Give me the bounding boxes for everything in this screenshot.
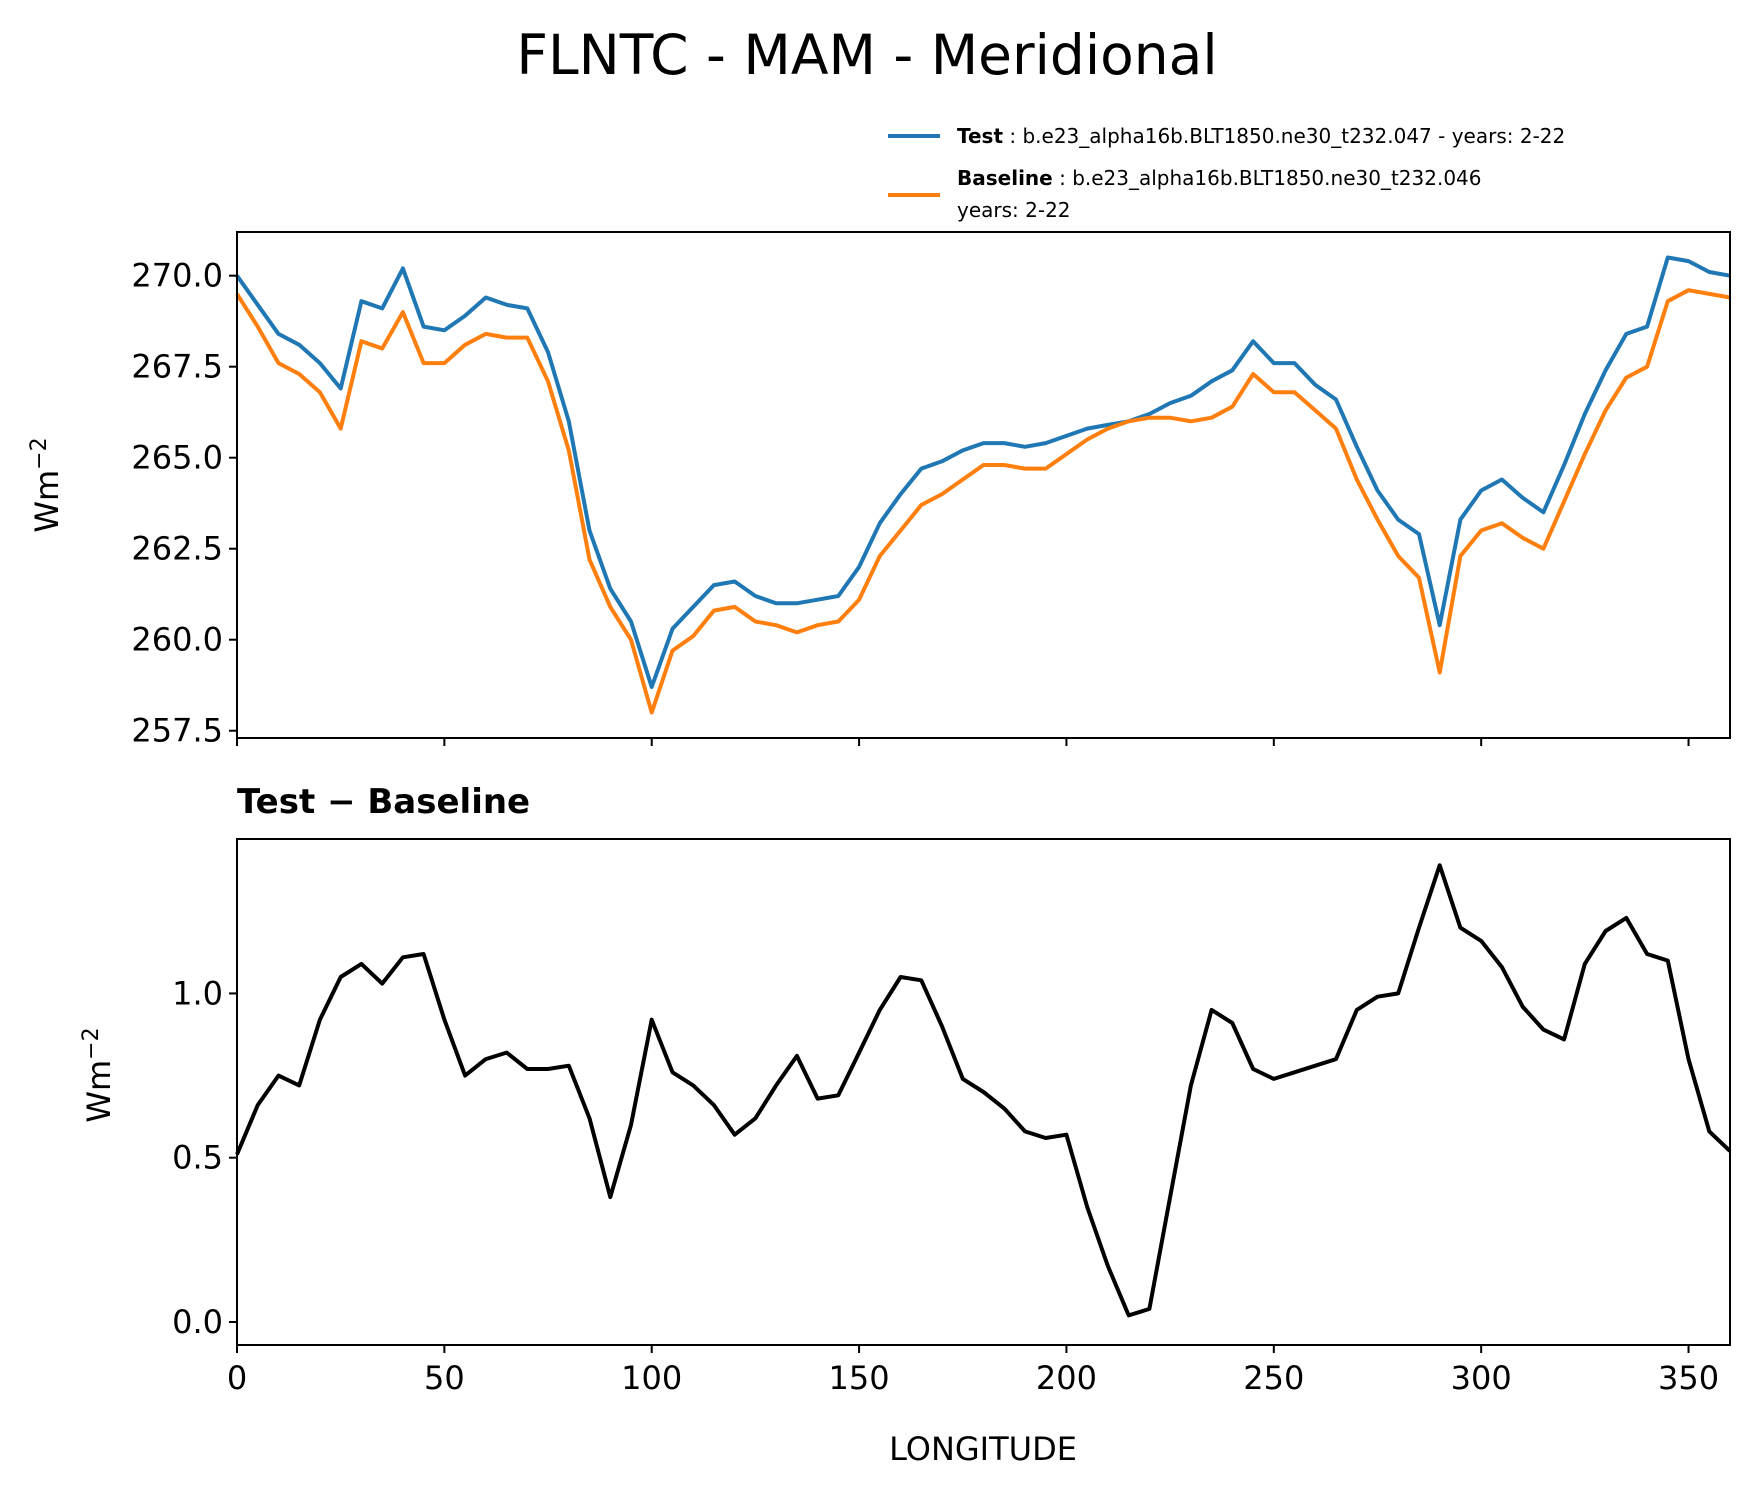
legend-test-sep: : [1003, 124, 1022, 148]
bottom-axes-frame [236, 838, 1731, 1346]
top-ylabel: Wm−2 [27, 437, 66, 532]
top-series-line-baseline [235, 288, 1731, 715]
top-xticks [236, 738, 1690, 746]
xtick-label: 50 [424, 1359, 465, 1397]
top-ylabel-text: Wm [28, 470, 66, 533]
ytick-label: 265.0 [131, 439, 223, 477]
bottom-panel: Test − Baseline 0.0 0.5 1.0 0 50 100 150 200 25… [79, 782, 1732, 1468]
xtick-label: 300 [1451, 1359, 1512, 1397]
bottom-yticks: 0.0 0.5 1.0 [172, 974, 237, 1341]
top-panel: 257.5 260.0 262.5 265.0 267.5 270.0 Wm−2 [27, 231, 1731, 750]
bottom-ylabel-sup: −2 [79, 1027, 104, 1059]
bottom-ylabel-text: Wm [80, 1060, 118, 1123]
bottom-panel-title: Test − Baseline [237, 782, 530, 822]
bottom-xticks: 0 50 100 150 200 250 300 350 [227, 1345, 1719, 1397]
xtick-label: 0 [227, 1359, 247, 1397]
ytick-label: 270.0 [131, 257, 223, 295]
top-ylabel-sup: −2 [27, 437, 52, 469]
bottom-xlabel: LONGITUDE [889, 1430, 1077, 1468]
xtick-label: 350 [1658, 1359, 1719, 1397]
ytick-label: 267.5 [131, 348, 223, 386]
bottom-series-line-difference [235, 863, 1732, 1318]
top-yticks: 257.5 260.0 262.5 265.0 267.5 270.0 [131, 257, 237, 750]
legend: Test : b.e23_alpha16b.BLT1850.ne30_t232.… [888, 124, 1565, 222]
top-series-group [235, 255, 1731, 715]
legend-test-entry: Test : b.e23_alpha16b.BLT1850.ne30_t232.… [957, 124, 1565, 148]
xtick-label: 100 [621, 1359, 682, 1397]
bottom-series-group [235, 863, 1732, 1318]
legend-test-name: Test [957, 124, 1003, 148]
ytick-label: 262.5 [131, 530, 223, 568]
xtick-label: 150 [829, 1359, 890, 1397]
figure-title: FLNTC - MAM - Meridional [516, 23, 1217, 87]
top-axes-frame [236, 231, 1731, 739]
xtick-label: 200 [1036, 1359, 1097, 1397]
legend-baseline-text2: years: 2-22 [957, 198, 1071, 222]
legend-baseline-entry: Baseline : b.e23_alpha16b.BLT1850.ne30_t… [957, 166, 1482, 190]
legend-baseline-sep: : [1053, 166, 1072, 190]
ytick-label: 1.0 [172, 974, 223, 1012]
bottom-ylabel: Wm−2 [79, 1027, 118, 1122]
ytick-label: 0.5 [172, 1139, 223, 1177]
ytick-label: 0.0 [172, 1303, 223, 1341]
ytick-label: 257.5 [131, 712, 223, 750]
xtick-label: 250 [1243, 1359, 1304, 1397]
legend-baseline-name: Baseline [957, 166, 1053, 190]
legend-test-text: b.e23_alpha16b.BLT1850.ne30_t232.047 - y… [1022, 124, 1565, 148]
legend-baseline-text: b.e23_alpha16b.BLT1850.ne30_t232.046 [1072, 166, 1481, 190]
top-series-line-test [235, 255, 1731, 689]
ytick-label: 260.0 [131, 621, 223, 659]
